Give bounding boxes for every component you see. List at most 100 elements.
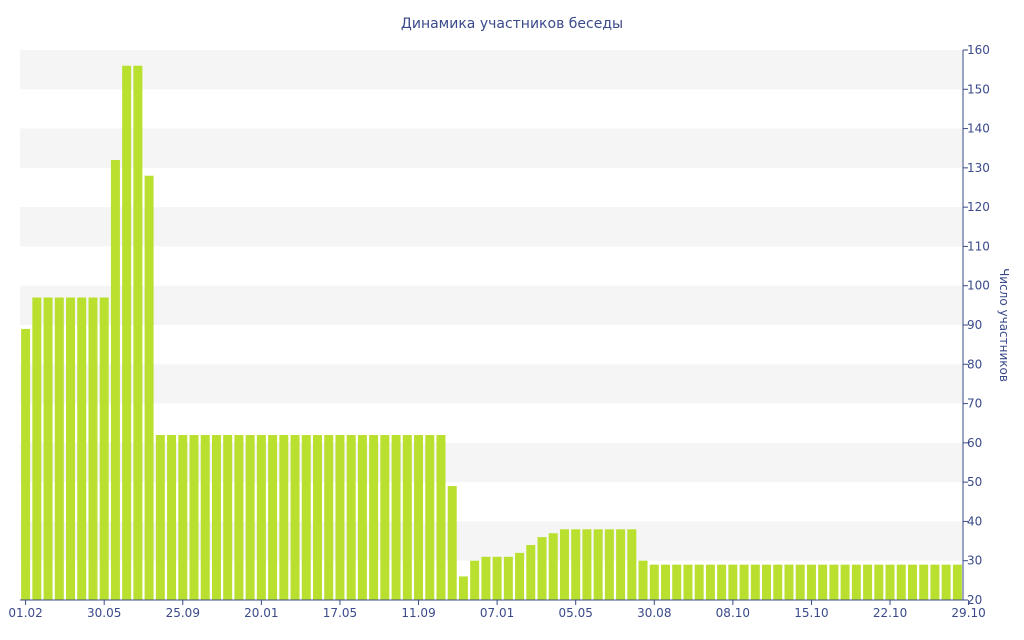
y-tick-label: 110 — [967, 239, 990, 253]
y-tick-label: 160 — [967, 43, 990, 57]
bar — [537, 537, 547, 600]
x-tick-label: 07.01 — [480, 606, 514, 620]
bar — [840, 564, 850, 600]
y-tick-label: 120 — [967, 200, 990, 214]
bar — [77, 297, 87, 600]
y-tick-label: 140 — [967, 122, 990, 136]
bar — [380, 435, 390, 600]
bar — [784, 564, 794, 600]
bar — [739, 564, 749, 600]
bar — [301, 435, 311, 600]
bar — [593, 529, 603, 600]
y-tick-label: 100 — [967, 279, 990, 293]
bar — [313, 435, 322, 600]
bar — [672, 564, 682, 600]
x-tick-label: 17.05 — [323, 606, 357, 620]
y-tick-label: 90 — [967, 318, 982, 332]
bar — [863, 564, 873, 600]
bar — [818, 564, 828, 600]
bar — [425, 435, 435, 600]
bar — [683, 564, 693, 600]
bar — [335, 435, 345, 600]
bar — [43, 297, 53, 600]
bar — [178, 435, 188, 600]
y-tick-label: 30 — [967, 554, 982, 568]
y-tick-label: 130 — [967, 161, 990, 175]
bar — [638, 560, 648, 600]
y-tick-label: 150 — [967, 82, 990, 96]
bar — [559, 529, 569, 600]
bar — [930, 564, 940, 600]
bar — [705, 564, 715, 600]
bar — [167, 435, 177, 600]
grid-band — [20, 50, 963, 90]
y-axis-label: Число участников — [997, 268, 1011, 382]
bar — [750, 564, 760, 600]
bar — [515, 552, 525, 600]
grid-band — [20, 442, 963, 483]
bar — [200, 435, 210, 600]
bar — [571, 529, 581, 600]
x-tick-label: 11.09 — [401, 606, 435, 620]
bar — [391, 435, 401, 600]
bar — [582, 529, 592, 600]
bars — [21, 65, 962, 600]
bar — [458, 576, 468, 600]
y-tick-label: 60 — [967, 436, 982, 450]
x-tick-label: 25.09 — [166, 606, 200, 620]
x-tick-label: 30.08 — [637, 606, 671, 620]
y-tick-label: 80 — [967, 357, 982, 371]
bar — [155, 435, 165, 600]
bar — [548, 533, 558, 600]
x-tick-label: 22.10 — [873, 606, 907, 620]
bar — [829, 564, 839, 600]
bar — [144, 175, 154, 600]
bar — [66, 297, 76, 600]
bar — [649, 564, 659, 600]
x-tick-label: 20.01 — [244, 606, 278, 620]
bar — [436, 435, 446, 600]
bar — [189, 435, 199, 600]
y-tick-label: 70 — [967, 397, 982, 411]
y-tick-label: 20 — [967, 593, 982, 607]
bar — [919, 564, 929, 600]
bar — [717, 564, 727, 600]
grid-band — [20, 207, 963, 247]
bar — [122, 65, 132, 600]
bar — [54, 297, 64, 600]
grid-band — [20, 128, 963, 168]
bar — [414, 435, 424, 600]
bar — [447, 486, 457, 600]
bar — [32, 297, 42, 600]
bar — [470, 560, 480, 600]
bar — [99, 297, 109, 600]
bar — [133, 65, 143, 600]
bar — [357, 435, 367, 600]
bar — [806, 564, 816, 600]
bar — [492, 556, 502, 600]
x-tick-label: 30.05 — [87, 606, 121, 620]
bar — [503, 556, 513, 600]
bar — [21, 328, 31, 600]
bar — [694, 564, 704, 600]
bar — [481, 556, 491, 600]
x-tick-label: 15.10 — [794, 606, 828, 620]
bar — [773, 564, 783, 600]
bar — [885, 564, 895, 600]
bar — [290, 435, 300, 600]
bar — [896, 564, 906, 600]
bar — [604, 529, 614, 600]
bar — [211, 435, 221, 600]
bar — [851, 564, 861, 600]
bar — [369, 435, 379, 600]
bar — [907, 564, 917, 600]
bar — [616, 529, 626, 600]
bar — [762, 564, 772, 600]
bar — [402, 435, 412, 600]
grid-band — [20, 364, 963, 404]
bar — [324, 435, 334, 600]
y-tick-label: 40 — [967, 514, 982, 528]
bar — [795, 564, 805, 600]
grid-bands — [20, 50, 963, 561]
